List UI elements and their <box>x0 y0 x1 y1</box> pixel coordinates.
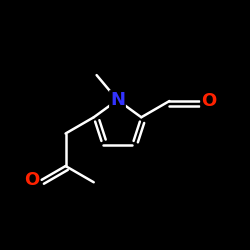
Text: O: O <box>24 171 39 189</box>
Text: O: O <box>201 92 216 110</box>
Text: N: N <box>110 91 125 109</box>
